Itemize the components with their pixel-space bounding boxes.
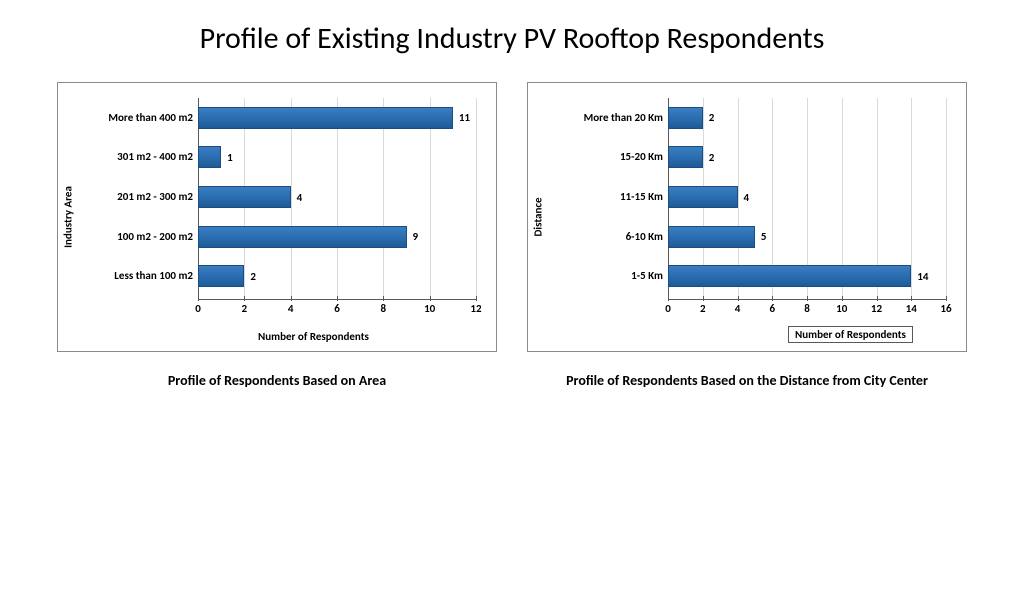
tick [476, 296, 477, 301]
tick-label: 12 [470, 302, 481, 315]
x-axis [668, 299, 946, 300]
bar [668, 107, 703, 129]
tick-label: 6 [769, 302, 775, 315]
tick [946, 296, 947, 301]
bar-row: 4 [198, 186, 302, 208]
plot-area: 024681012111492 [198, 98, 476, 296]
tick-label: 2 [700, 302, 706, 315]
bar [198, 146, 221, 168]
bar-row: 14 [668, 265, 928, 287]
bar [198, 186, 291, 208]
bar-value: 4 [744, 191, 750, 204]
bar-row: 5 [668, 226, 766, 248]
tick-label: 8 [804, 302, 810, 315]
category-label: 100 m2 - 200 m2 [117, 230, 193, 243]
bar [198, 107, 453, 129]
bar-row: 1 [198, 146, 233, 168]
bar [198, 226, 407, 248]
bar-row: 2 [668, 107, 714, 129]
charts-row: Industry Area 024681012111492 Number of … [0, 82, 1024, 352]
category-label: 15-20 Km [620, 150, 663, 163]
bar-row: 4 [668, 186, 749, 208]
tick-label: 10 [836, 302, 847, 315]
tick-label: 16 [940, 302, 951, 315]
category-label: Less than 100 m2 [114, 269, 193, 282]
tick-label: 4 [735, 302, 741, 315]
plot-area: 0246810121416224514 [668, 98, 946, 296]
bar-value: 2 [709, 151, 715, 164]
bar-value: 2 [250, 270, 256, 283]
bar-value: 9 [413, 230, 419, 243]
chart-caption: Profile of Respondents Based on the Dist… [527, 372, 967, 389]
bar-value: 5 [761, 230, 767, 243]
tick-label: 4 [288, 302, 294, 315]
bar-value: 2 [709, 111, 715, 124]
chart-distance: Distance 0 2 4 6 8 10 12 14 16 2 2 4 5 14 Number of R… [527, 82, 967, 352]
chart-caption: Profile of Respondents Based on Area [57, 372, 497, 389]
y-axis-title: Distance [532, 197, 545, 236]
gridline [946, 98, 947, 296]
tick-label: 12 [871, 302, 882, 315]
x-axis-title: Number of Respondents [258, 330, 369, 343]
bar-row: 11 [198, 107, 470, 129]
bar-row: 2 [198, 265, 256, 287]
tick-label: 2 [242, 302, 248, 315]
y-axis-title: Industry Area [62, 186, 75, 248]
bar-value: 11 [459, 111, 470, 124]
bar [668, 186, 738, 208]
category-label: 11-15 Km [620, 190, 663, 203]
x-axis-title: Number of Respondents [788, 326, 913, 343]
tick-label: 6 [334, 302, 340, 315]
captions-row: Profile of Respondents Based on Area Pro… [0, 352, 1024, 389]
tick-label: 0 [195, 302, 201, 315]
page-title: Profile of Existing Industry PV Rooftop … [0, 20, 1024, 57]
bar-row: 9 [198, 226, 418, 248]
tick-label: 0 [665, 302, 671, 315]
gridline [476, 98, 477, 296]
bar-value: 14 [917, 270, 928, 283]
category-label: 301 m2 - 400 m2 [117, 150, 193, 163]
tick-label: 10 [424, 302, 435, 315]
bar [668, 146, 703, 168]
category-label: More than 20 Km [584, 111, 663, 124]
x-axis [198, 299, 476, 300]
bar [668, 265, 911, 287]
category-label: 1-5 Km [631, 269, 663, 282]
bar [198, 265, 244, 287]
bar-value: 4 [297, 191, 303, 204]
tick-label: 8 [381, 302, 387, 315]
bar-row: 2 [668, 146, 714, 168]
tick-label: 14 [906, 302, 917, 315]
bar-value: 1 [227, 151, 233, 164]
bar [668, 226, 755, 248]
category-label: 6-10 Km [626, 230, 663, 243]
category-label: More than 400 m2 [108, 111, 193, 124]
chart-area: Industry Area 024681012111492 Number of … [57, 82, 497, 352]
category-label: 201 m2 - 300 m2 [117, 190, 193, 203]
